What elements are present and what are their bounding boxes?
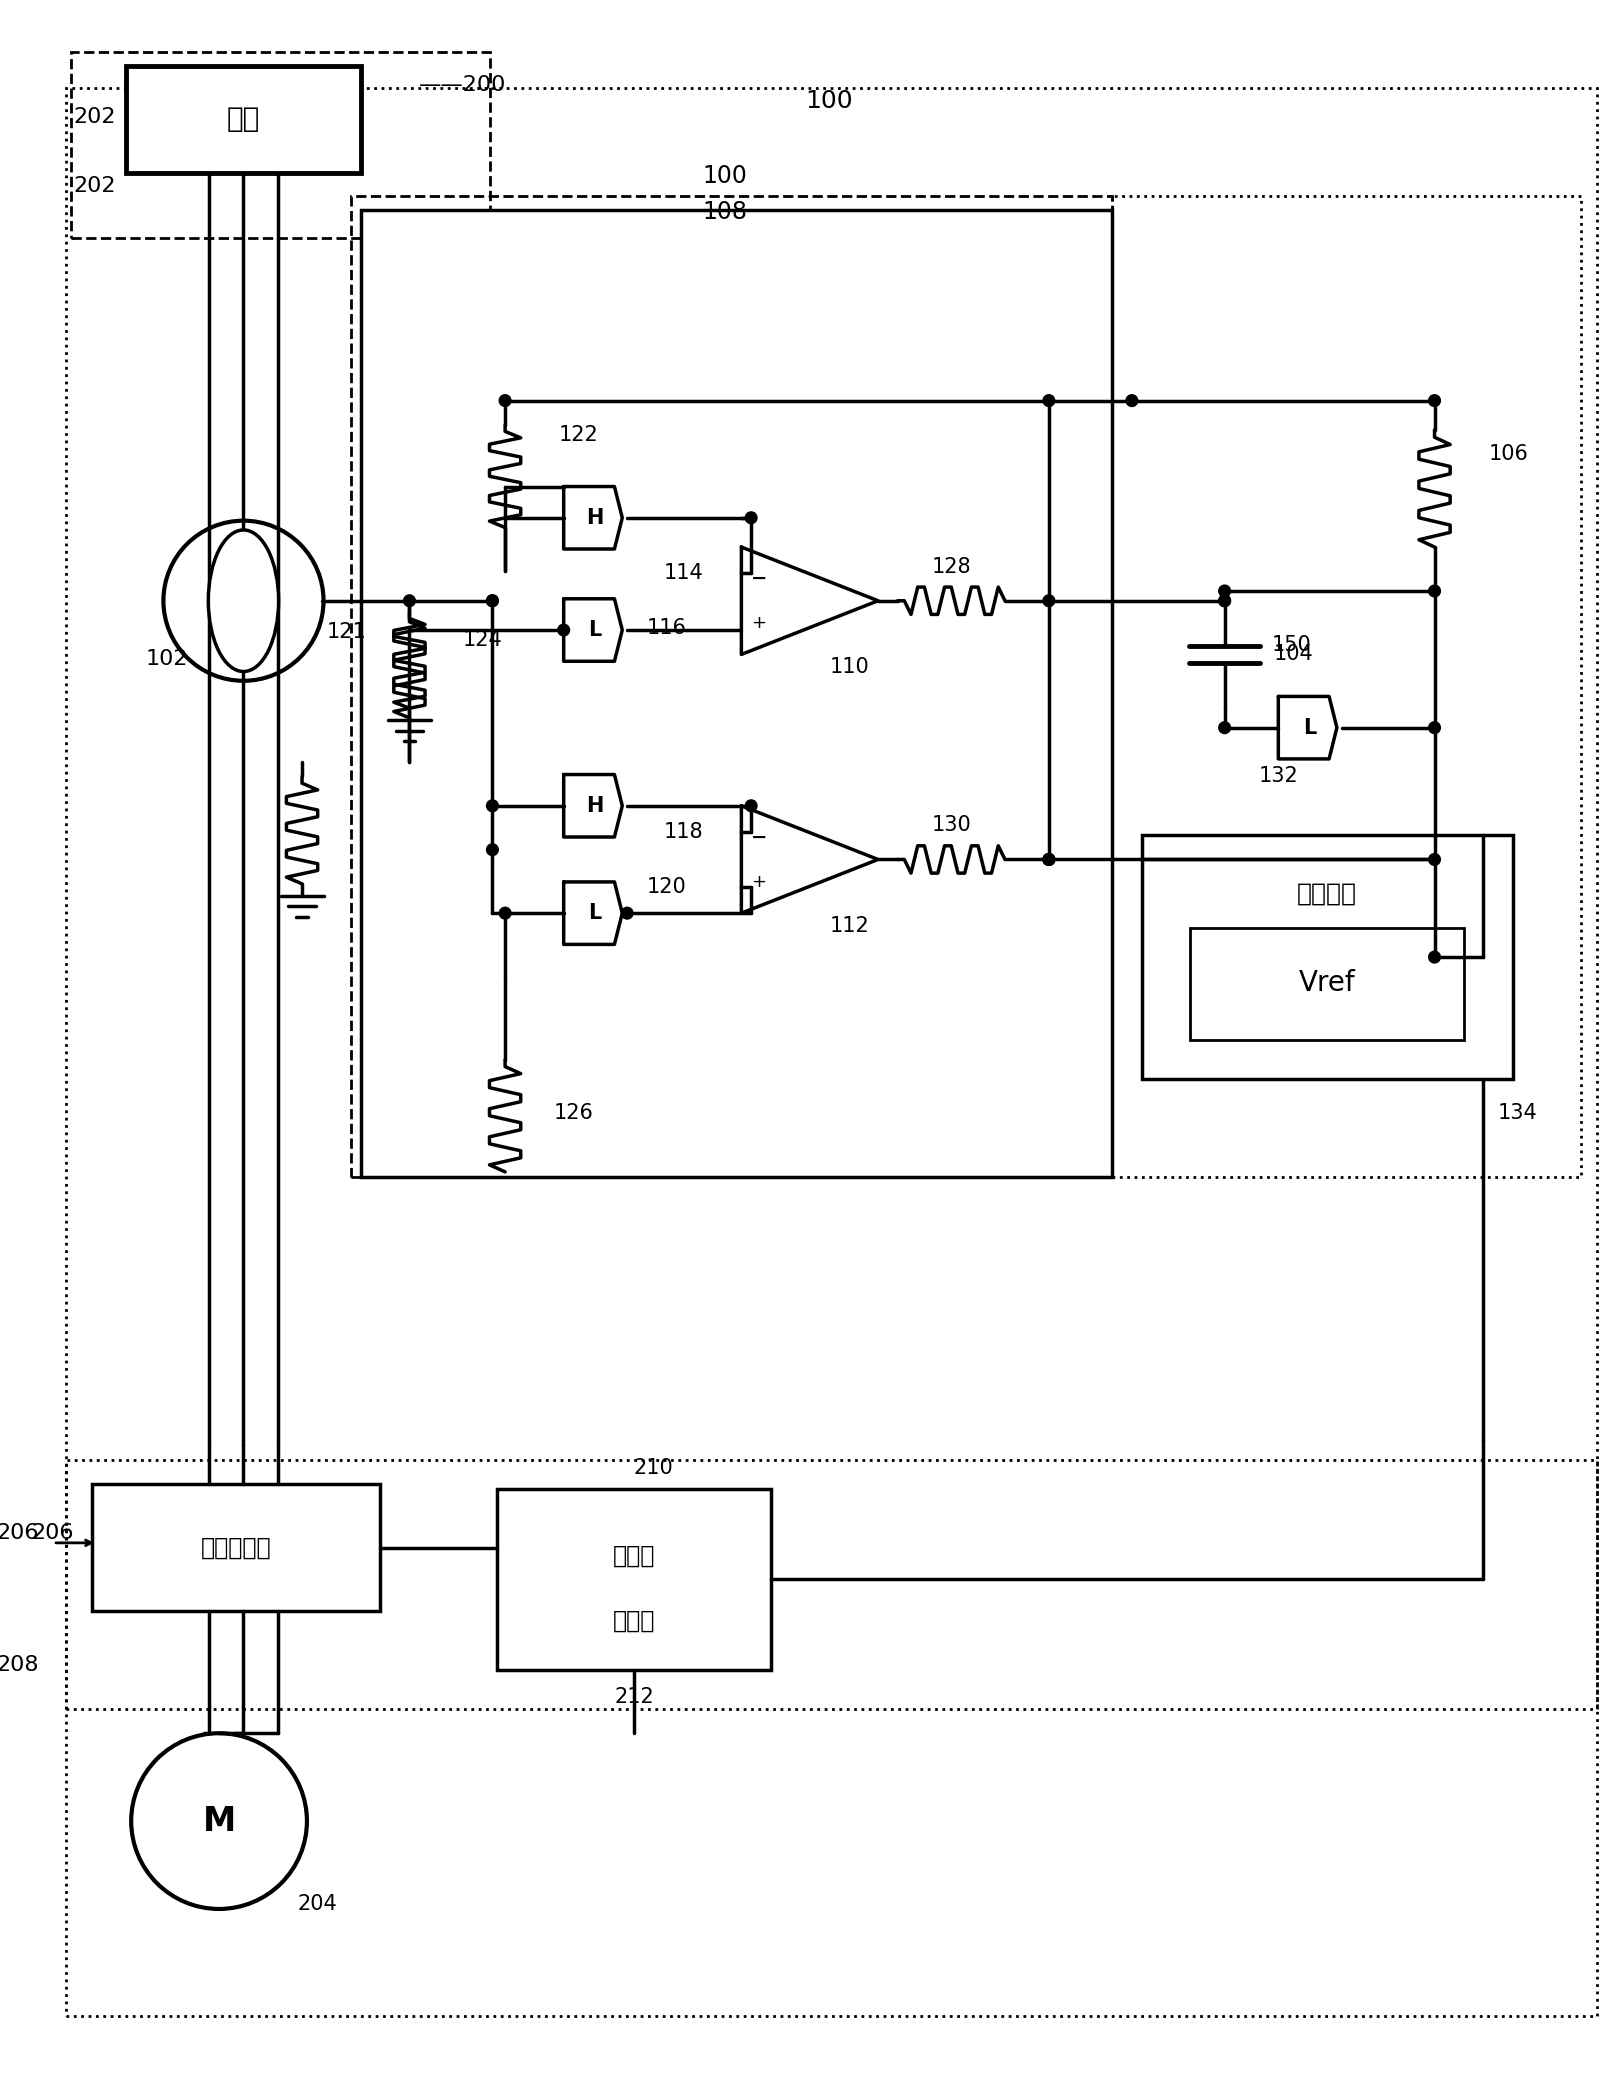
Bar <box>126 67 360 173</box>
Text: ——200: ——200 <box>420 75 507 96</box>
Text: L: L <box>588 620 601 640</box>
Text: 204: 204 <box>297 1894 337 1915</box>
Text: 控制装置: 控制装置 <box>1297 882 1357 905</box>
Polygon shape <box>564 882 622 945</box>
Polygon shape <box>564 599 622 661</box>
Text: 100: 100 <box>806 90 853 113</box>
Circle shape <box>558 624 569 636</box>
Circle shape <box>746 799 757 811</box>
Polygon shape <box>564 486 622 549</box>
Circle shape <box>164 522 324 680</box>
Text: 104: 104 <box>1274 645 1313 665</box>
Polygon shape <box>564 774 622 836</box>
Circle shape <box>1042 853 1055 866</box>
Polygon shape <box>741 805 879 914</box>
Text: −: − <box>751 569 767 588</box>
Text: 112: 112 <box>830 916 869 937</box>
Bar <box>1112 196 1580 1177</box>
Circle shape <box>746 511 757 524</box>
Circle shape <box>1042 595 1055 607</box>
Circle shape <box>486 595 498 607</box>
Text: 108: 108 <box>702 200 747 223</box>
Circle shape <box>1219 595 1230 607</box>
Text: L: L <box>1303 718 1316 738</box>
Text: 122: 122 <box>559 426 598 444</box>
Text: 电源: 电源 <box>227 106 259 134</box>
Bar <box>71 52 491 238</box>
Text: 202: 202 <box>73 108 117 127</box>
Bar <box>498 1489 770 1669</box>
Bar <box>1141 834 1512 1078</box>
Circle shape <box>486 595 498 607</box>
Bar <box>66 88 1597 1708</box>
Text: H: H <box>587 795 603 816</box>
Text: 132: 132 <box>1260 766 1298 786</box>
Text: 130: 130 <box>932 816 971 834</box>
Text: 206: 206 <box>31 1523 73 1544</box>
Circle shape <box>1428 586 1441 597</box>
Text: 102: 102 <box>146 649 188 670</box>
Text: 126: 126 <box>554 1103 593 1122</box>
Text: 206: 206 <box>0 1523 39 1544</box>
Bar <box>1190 928 1464 1041</box>
Ellipse shape <box>209 530 279 672</box>
Circle shape <box>1042 853 1055 866</box>
Text: 100: 100 <box>702 165 747 188</box>
Circle shape <box>404 595 415 607</box>
Circle shape <box>499 394 511 407</box>
Circle shape <box>1219 586 1230 597</box>
Circle shape <box>486 845 498 855</box>
Text: 134: 134 <box>1498 1103 1538 1122</box>
Text: −: − <box>751 828 767 847</box>
Circle shape <box>486 799 498 811</box>
Circle shape <box>1219 595 1230 607</box>
Bar <box>92 1485 381 1610</box>
Bar <box>350 196 1112 1177</box>
Text: 继电器: 继电器 <box>613 1544 655 1567</box>
Text: 208: 208 <box>0 1654 39 1675</box>
Circle shape <box>1428 722 1441 734</box>
Polygon shape <box>1279 697 1337 759</box>
Text: 202: 202 <box>73 175 117 196</box>
Text: 118: 118 <box>663 822 704 843</box>
Text: L: L <box>588 903 601 924</box>
Circle shape <box>1127 394 1138 407</box>
Text: +: + <box>752 874 767 891</box>
Text: +: + <box>752 613 767 632</box>
Text: 128: 128 <box>932 557 971 576</box>
Text: 150: 150 <box>1271 634 1311 655</box>
Circle shape <box>621 907 634 920</box>
Circle shape <box>1428 853 1441 866</box>
Circle shape <box>1042 853 1055 866</box>
Circle shape <box>1219 722 1230 734</box>
Text: 121: 121 <box>326 622 366 642</box>
Text: 114: 114 <box>663 563 704 584</box>
Text: 116: 116 <box>647 617 687 638</box>
Bar <box>66 1460 1597 2017</box>
Circle shape <box>499 907 511 920</box>
Circle shape <box>1428 951 1441 964</box>
Text: 124: 124 <box>464 630 503 651</box>
Bar <box>360 211 1112 1177</box>
Text: 210: 210 <box>634 1458 673 1477</box>
Circle shape <box>1042 394 1055 407</box>
Circle shape <box>131 1733 306 1909</box>
Text: H: H <box>587 507 603 528</box>
Polygon shape <box>741 547 879 655</box>
Text: 120: 120 <box>647 876 686 897</box>
Text: Vref: Vref <box>1298 970 1355 997</box>
Text: 电磁接触器: 电磁接触器 <box>201 1535 271 1560</box>
Text: 110: 110 <box>830 657 869 678</box>
Circle shape <box>1428 394 1441 407</box>
Text: M: M <box>203 1804 235 1838</box>
Text: 控制部: 控制部 <box>613 1608 655 1633</box>
Text: 212: 212 <box>614 1688 653 1706</box>
Text: 106: 106 <box>1488 444 1529 465</box>
